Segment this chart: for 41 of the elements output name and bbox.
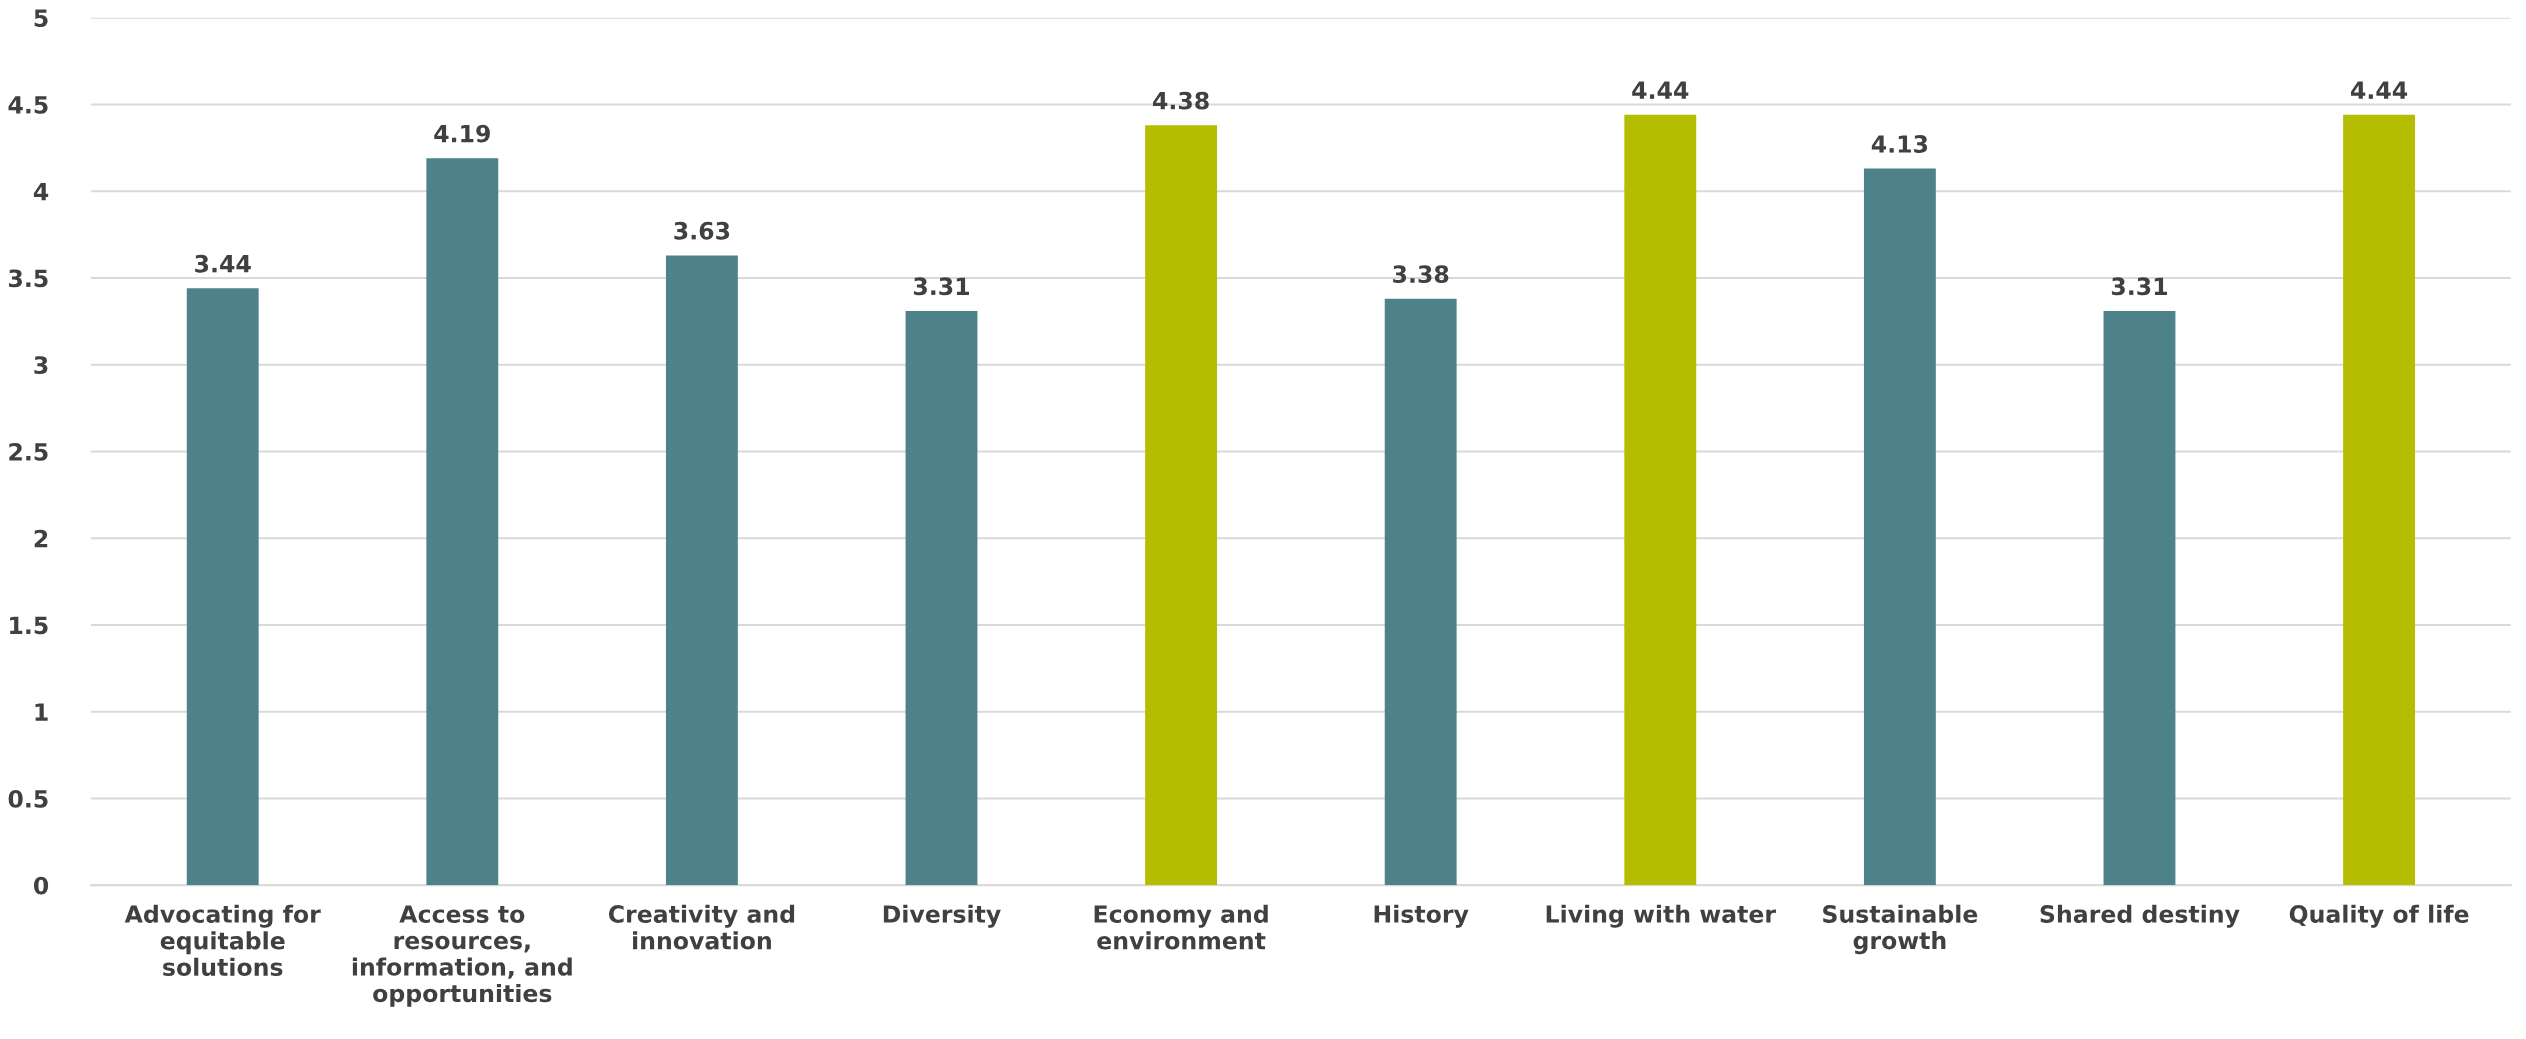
data-label: 3.31 <box>2111 277 2167 296</box>
data-label: 3.44 <box>195 254 251 273</box>
data-label: 3.38 <box>1393 265 1449 284</box>
bar <box>1384 298 1457 886</box>
bar <box>1145 125 1218 886</box>
bar <box>2103 310 2176 886</box>
y-tick-label: 3.5 <box>9 269 48 288</box>
x-tick-label: Quality of life <box>2289 904 2469 928</box>
y-tick-label: 2.5 <box>9 442 48 461</box>
x-tick-label: Creativity and innovation <box>608 904 795 950</box>
y-tick-label: 1 <box>35 703 48 721</box>
data-label: 3.31 <box>913 277 969 296</box>
y-tick-label: 4 <box>33 182 49 201</box>
y-tick-label: 0 <box>33 876 49 895</box>
x-tick-label: Access to resources, information, and opportunities <box>352 905 572 1007</box>
x-tick-label: History <box>1374 904 1469 928</box>
y-tick-label: 1.5 <box>10 616 48 635</box>
data-label: 4.13 <box>1871 135 1928 153</box>
x-tick-label: Sustainable growth <box>1823 904 1978 955</box>
bar <box>905 310 978 886</box>
bar <box>186 288 259 886</box>
bar <box>1863 168 1936 886</box>
bar <box>426 158 499 886</box>
x-tick-label: Living with water <box>1546 904 1776 928</box>
data-label: 4.44 <box>2351 81 2408 99</box>
y-tick-label: 3 <box>34 356 48 374</box>
data-label: 4.38 <box>1153 91 1209 110</box>
y-tick-label: 5 <box>34 9 48 27</box>
y-tick-label: 2 <box>34 529 48 548</box>
x-tick-label: Diversity <box>883 904 1001 928</box>
x-tick-label: Advocating for equitable solutions <box>124 904 321 977</box>
bar <box>1624 114 1697 886</box>
x-tick-label: Shared destiny <box>2040 904 2240 928</box>
data-label: 4.19 <box>434 124 490 143</box>
bar <box>2343 114 2416 886</box>
data-label: 3.63 <box>674 221 730 240</box>
data-label: 4.44 <box>1632 81 1689 99</box>
y-tick-label: 0.5 <box>8 789 48 808</box>
bar <box>665 255 738 886</box>
x-tick-label: Economy and environment <box>1094 904 1268 950</box>
y-tick-label: 4.5 <box>8 96 48 114</box>
